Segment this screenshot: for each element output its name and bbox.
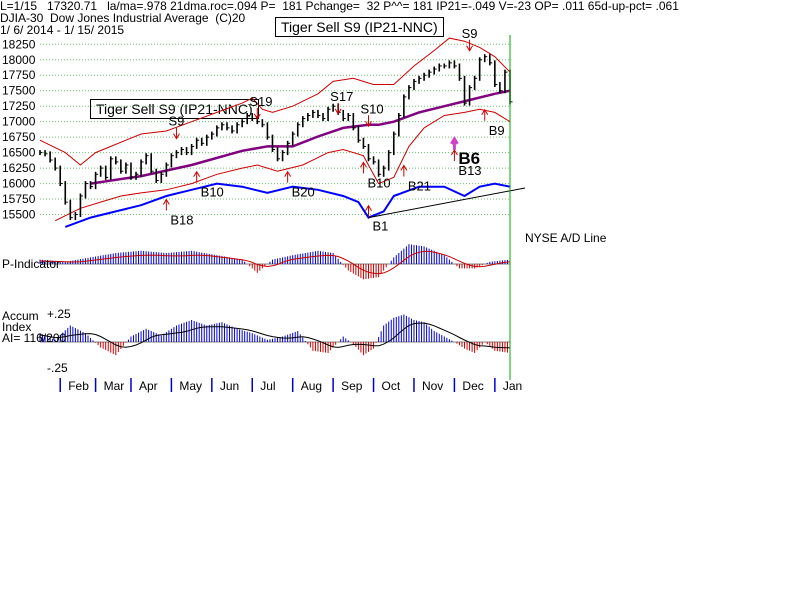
accum-tick-top: +.25 <box>47 307 71 321</box>
moving-average-line <box>90 89 511 185</box>
signal-label-6: B10 <box>201 185 224 200</box>
x-tick-label-3: May <box>179 379 202 393</box>
ad-line-label: NYSE A/D Line <box>525 231 607 245</box>
x-tick-label-11: Jan <box>503 379 522 393</box>
signal-label-2: S17 <box>330 89 353 104</box>
signal-arrowhead <box>193 170 201 177</box>
signal-label-1: S19 <box>249 94 272 109</box>
x-tick-label-2: Apr <box>139 379 158 393</box>
x-tick-label-7: Sep <box>341 379 363 393</box>
accum-label-1: Index <box>2 320 31 334</box>
y-tick-label-6: 16750 <box>2 130 36 144</box>
y-tick-label-2: 17750 <box>2 68 36 82</box>
signal-banner-top: Tiger Sell S9 (IP21-NNC) <box>275 17 444 37</box>
signal-label-0: S9 <box>168 114 184 129</box>
signal-arrowhead <box>450 149 458 156</box>
x-tick-label-9: Nov <box>422 379 443 393</box>
signal-label-3: S10 <box>360 101 383 116</box>
y-tick-label-7: 16500 <box>2 146 36 160</box>
nyse-ad-line <box>64 182 511 228</box>
accum-ma-line <box>39 322 510 349</box>
header-line-3: 1/ 6/ 2014 - 1/ 15/ 2015 <box>0 23 125 37</box>
signal-label-4: S9 <box>462 26 478 41</box>
x-tick-label-4: Jun <box>220 379 239 393</box>
signal-label-7: B20 <box>292 185 315 200</box>
signal-arrowhead <box>162 198 170 205</box>
signal-arrowhead <box>253 113 261 120</box>
y-tick-label-9: 16000 <box>2 177 36 191</box>
signal-arrowhead <box>400 164 408 171</box>
p-indicator-ma-line <box>39 250 511 275</box>
header-line-1: L=1/15 17320.71 la/ma=.978 21dma.roc=.09… <box>0 0 679 13</box>
ad-trendline <box>368 187 526 219</box>
lower-band-line <box>54 108 511 222</box>
x-tick-label-6: Aug <box>301 379 322 393</box>
y-tick-label-11: 15500 <box>2 208 36 222</box>
x-tick-label-10: Dec <box>462 379 483 393</box>
x-tick-label-5: Jul <box>260 379 275 393</box>
y-tick-label-8: 16250 <box>2 161 36 175</box>
header-line-2: DJIA-30 Dow Jones Industrial Average (C)… <box>0 11 246 25</box>
signal-label-12: B6 <box>458 149 480 168</box>
upper-band-line <box>39 37 511 166</box>
signal-label-13: B9 <box>489 123 505 138</box>
y-tick-label-1: 18000 <box>2 53 36 67</box>
signal-arrowhead <box>365 121 372 128</box>
signal-arrowhead <box>360 161 367 168</box>
signal-arrowhead <box>365 204 372 211</box>
signal-arrowhead <box>284 170 292 177</box>
accum-tick-bottom: -.25 <box>47 361 68 375</box>
y-tick-label-0: 18250 <box>2 37 36 51</box>
accum-label-2: AI= 116/200 <box>2 331 66 345</box>
signal-arrowhead <box>481 108 489 116</box>
accum-label-0: Accum <box>2 309 39 323</box>
signal-arrowhead <box>334 108 342 115</box>
x-tick-label-1: Mar <box>104 379 125 393</box>
signal-label-9: B1 <box>372 219 388 234</box>
x-tick-label-0: Feb <box>68 379 89 393</box>
signal-arrowhead <box>173 133 180 140</box>
p-indicator-label: P-Indicator <box>2 257 60 271</box>
y-tick-label-3: 17500 <box>2 84 36 98</box>
signal-label-8: B10 <box>367 175 390 190</box>
y-tick-label-4: 17250 <box>2 99 36 113</box>
y-tick-label-10: 15750 <box>2 192 36 206</box>
x-tick-label-8: Oct <box>382 379 401 393</box>
signal-arrowhead <box>466 45 473 52</box>
signal-banner-left: Tiger Sell S9 (IP21-NNC) <box>90 99 259 119</box>
signal-label-10: B21 <box>408 178 431 193</box>
signal-arrowhead <box>450 135 459 145</box>
signal-label-11: B13 <box>458 163 481 178</box>
signal-label-5: B18 <box>170 213 193 228</box>
y-tick-label-5: 17000 <box>2 115 36 129</box>
